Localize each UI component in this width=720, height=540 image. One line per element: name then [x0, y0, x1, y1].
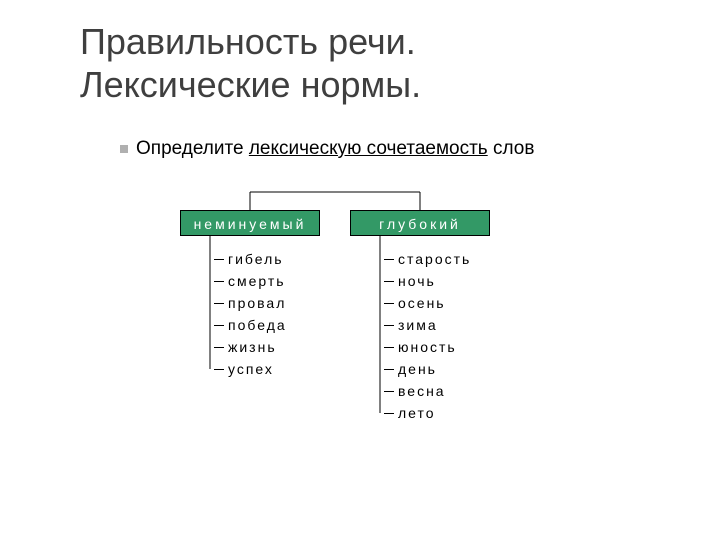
leaf-item: жизнь	[214, 336, 287, 358]
leaf-item: день	[384, 358, 471, 380]
title-line-2: Лексические нормы.	[80, 64, 421, 105]
title-line-1: Правильность речи.	[80, 21, 416, 62]
leaf-list-right: старостьночьосеньзимаюностьденьвесналето	[384, 248, 471, 424]
subtitle-row: Определите лексическую сочетаемость слов	[120, 138, 534, 160]
leaf-list-left: гибельсмертьпровалпобедажизньуспех	[214, 248, 287, 380]
bullet-icon	[120, 145, 128, 153]
slide-title: Правильность речи. Лексические нормы.	[80, 20, 421, 106]
leaf-item: лето	[384, 402, 471, 424]
node-right: глубокий	[350, 210, 490, 236]
subtitle-after: слов	[488, 138, 535, 159]
leaf-item: осень	[384, 292, 471, 314]
node-left: неминуемый	[180, 210, 320, 236]
subtitle-underlined: лексическую сочетаемость	[249, 138, 488, 159]
leaf-item: успех	[214, 358, 287, 380]
leaf-item: ночь	[384, 270, 471, 292]
leaf-item: победа	[214, 314, 287, 336]
leaf-item: гибель	[214, 248, 287, 270]
leaf-item: провал	[214, 292, 287, 314]
leaf-item: зима	[384, 314, 471, 336]
leaf-item: юность	[384, 336, 471, 358]
tree-diagram: неминуемый гибельсмертьпровалпобедажизньу…	[0, 180, 720, 520]
subtitle-text: Определите лексическую сочетаемость слов	[136, 138, 534, 160]
leaf-item: смерть	[214, 270, 287, 292]
leaf-item: старость	[384, 248, 471, 270]
slide: Правильность речи. Лексические нормы. Оп…	[0, 0, 720, 540]
subtitle-before: Определите	[136, 138, 249, 159]
leaf-item: весна	[384, 380, 471, 402]
